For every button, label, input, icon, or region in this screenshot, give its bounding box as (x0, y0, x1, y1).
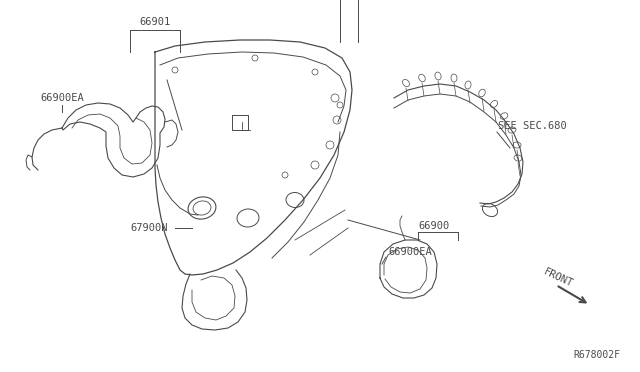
Text: SEE SEC.680: SEE SEC.680 (498, 121, 567, 131)
Text: 66900EA: 66900EA (388, 247, 432, 257)
Text: R678002F: R678002F (573, 350, 620, 360)
Text: 67900N: 67900N (130, 223, 168, 233)
Text: 66900: 66900 (418, 221, 449, 231)
Text: 66900EA: 66900EA (40, 93, 84, 103)
Text: FRONT: FRONT (542, 267, 575, 289)
Text: 66901: 66901 (140, 17, 171, 27)
